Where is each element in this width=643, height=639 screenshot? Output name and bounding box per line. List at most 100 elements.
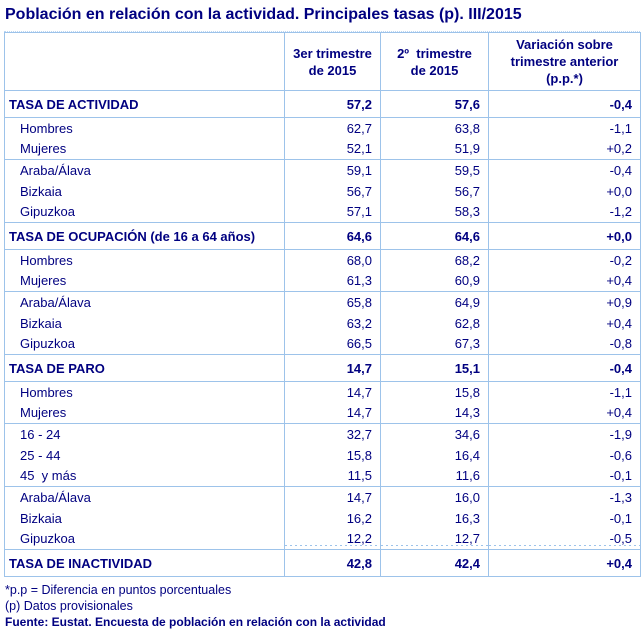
table-row: Araba/Álava 59,1 59,5 -0,4: [5, 159, 641, 181]
row-label: Bizkaia: [20, 183, 62, 199]
table-row: Mujeres 52,1 51,9 +0,2: [4, 138, 641, 160]
section-row: TASA DE PARO 14,7 15,1 -0,4: [4, 354, 641, 382]
value-q3-2015: 62,7: [284, 117, 381, 139]
table-row: Bizkaia 56,7 56,7 +0,0: [5, 180, 641, 202]
value-q3-2015: 32,7: [284, 423, 381, 445]
value-q3-2015: 14,7: [284, 354, 381, 382]
value-variation: +0,0: [488, 180, 641, 202]
row-label: TASA DE ACTIVIDAD: [4, 90, 285, 118]
table-row: 16 - 24 32,7 34,6 -1,9: [5, 423, 641, 445]
value-q2-2015: 58,3: [380, 201, 489, 223]
value-q2-2015: 11,6: [380, 465, 489, 487]
value-variation: -0,6: [488, 444, 641, 466]
value-variation: +0,9: [488, 291, 641, 313]
table-row: Hombres 14,7 15,8 -1,1: [5, 381, 641, 403]
table-row: Gipuzkoa 12,2 12,7 -0,5: [4, 528, 641, 550]
value-variation: -0,4: [488, 90, 641, 118]
footnotes: *p.p = Diferencia en puntos porcentuales…: [5, 582, 640, 630]
value-variation: +0,2: [488, 138, 641, 160]
value-q3-2015: 66,5: [284, 333, 381, 355]
value-variation: +0,0: [488, 222, 641, 250]
value-variation: -1,2: [488, 201, 641, 223]
value-q2-2015: 63,8: [380, 117, 489, 139]
value-variation: -0,5: [488, 528, 641, 550]
row-label: Gipuzkoa: [4, 201, 285, 223]
value-q3-2015: 57,1: [284, 201, 381, 223]
table-row: Mujeres 61,3 60,9 +0,4: [4, 270, 641, 292]
table-row: Bizkaia 63,2 62,8 +0,4: [5, 312, 641, 334]
footnote-provisional-data: (p) Datos provisionales: [5, 599, 133, 613]
footnote-source: Fuente: Eustat. Encuesta de población en…: [5, 615, 386, 629]
value-q2-2015: 64,9: [380, 291, 489, 313]
header-empty-cell: [5, 33, 285, 91]
value-q3-2015: 64,6: [284, 222, 381, 250]
value-variation: +0,4: [488, 402, 641, 424]
row-label: Mujeres: [4, 402, 285, 424]
table-row: Hombres 62,7 63,8 -1,1: [5, 117, 641, 139]
value-q3-2015: 15,8: [284, 444, 381, 466]
value-q3-2015: 68,0: [284, 249, 381, 271]
row-label: Hombres: [20, 252, 73, 268]
value-q2-2015: 64,6: [380, 222, 489, 250]
row-label: Bizkaia: [20, 510, 62, 526]
value-variation: +0,4: [488, 270, 641, 292]
table-row: 45 y más 11,5 11,6 -0,1: [4, 465, 641, 487]
rates-table: 3er trimestre de 2015 2º trimestre de 20…: [4, 32, 641, 577]
row-label: Araba/Álava: [20, 162, 91, 178]
value-variation: -1,3: [488, 486, 641, 508]
value-q3-2015: 11,5: [284, 465, 381, 487]
value-variation: -0,1: [488, 507, 641, 529]
value-q3-2015: 14,7: [284, 486, 381, 508]
value-variation: -0,4: [488, 159, 641, 181]
value-q2-2015: 16,3: [380, 507, 489, 529]
section-row: TASA DE ACTIVIDAD 57,2 57,6 -0,4: [4, 90, 641, 118]
row-label: Gipuzkoa: [4, 528, 285, 550]
value-variation: +0,4: [488, 312, 641, 334]
header-q2-2015: 2º trimestre de 2015: [380, 32, 489, 91]
value-q2-2015: 57,6: [380, 90, 489, 118]
section-row: TASA DE OCUPACIÓN (de 16 a 64 años) 64,6 6…: [4, 222, 641, 250]
value-q2-2015: 67,3: [380, 333, 489, 355]
row-label: Mujeres: [4, 138, 285, 160]
row-label: TASA DE PARO: [4, 354, 285, 382]
value-variation: +0,4: [488, 549, 641, 577]
value-q3-2015: 42,8: [284, 549, 381, 577]
row-label: Hombres: [20, 384, 73, 400]
value-q3-2015: 56,7: [284, 180, 381, 202]
header-q3-2015: 3er trimestre de 2015: [284, 32, 381, 91]
footnote-pp-definition: *p.p = Diferencia en puntos porcentuales: [5, 583, 232, 597]
row-label: Gipuzkoa: [4, 333, 285, 355]
value-q3-2015: 14,7: [284, 402, 381, 424]
table-row: Mujeres 14,7 14,3 +0,4: [4, 402, 641, 424]
value-q2-2015: 14,3: [380, 402, 489, 424]
value-q3-2015: 65,8: [284, 291, 381, 313]
header-row: 3er trimestre de 2015 2º trimestre de 20…: [4, 32, 641, 91]
value-variation: -1,1: [488, 117, 641, 139]
value-variation: -0,8: [488, 333, 641, 355]
row-label: Hombres: [20, 120, 73, 136]
value-q3-2015: 16,2: [284, 507, 381, 529]
row-label: TASA DE OCUPACIÓN (de 16 a 64 años): [4, 222, 285, 250]
value-q2-2015: 34,6: [380, 423, 489, 445]
value-variation: -0,4: [488, 354, 641, 382]
table-row: Araba/Álava 65,8 64,9 +0,9: [5, 291, 641, 313]
value-q2-2015: 60,9: [380, 270, 489, 292]
value-q2-2015: 51,9: [380, 138, 489, 160]
row-label: Mujeres: [4, 270, 285, 292]
table-row: Gipuzkoa 66,5 67,3 -0,8: [4, 333, 641, 355]
row-label: Araba/Álava: [20, 294, 91, 310]
value-q2-2015: 62,8: [380, 312, 489, 334]
table-row: Hombres 68,0 68,2 -0,2: [5, 249, 641, 271]
value-q2-2015: 16,4: [380, 444, 489, 466]
row-label: 25 - 44: [20, 447, 61, 463]
value-q3-2015: 14,7: [284, 381, 381, 403]
row-label: TASA DE INACTIVIDAD: [9, 555, 152, 571]
page-title: Población en relación con la actividad. …: [5, 6, 522, 23]
header-variation: Variación sobre trimestre anterior (p.p.…: [488, 32, 641, 91]
value-variation: -0,1: [488, 465, 641, 487]
table-row: 25 - 44 15,8 16,4 -0,6: [5, 444, 641, 466]
value-q3-2015: 52,1: [284, 138, 381, 160]
value-q2-2015: 56,7: [380, 180, 489, 202]
table-row: Bizkaia 16,2 16,3 -0,1: [5, 507, 641, 529]
